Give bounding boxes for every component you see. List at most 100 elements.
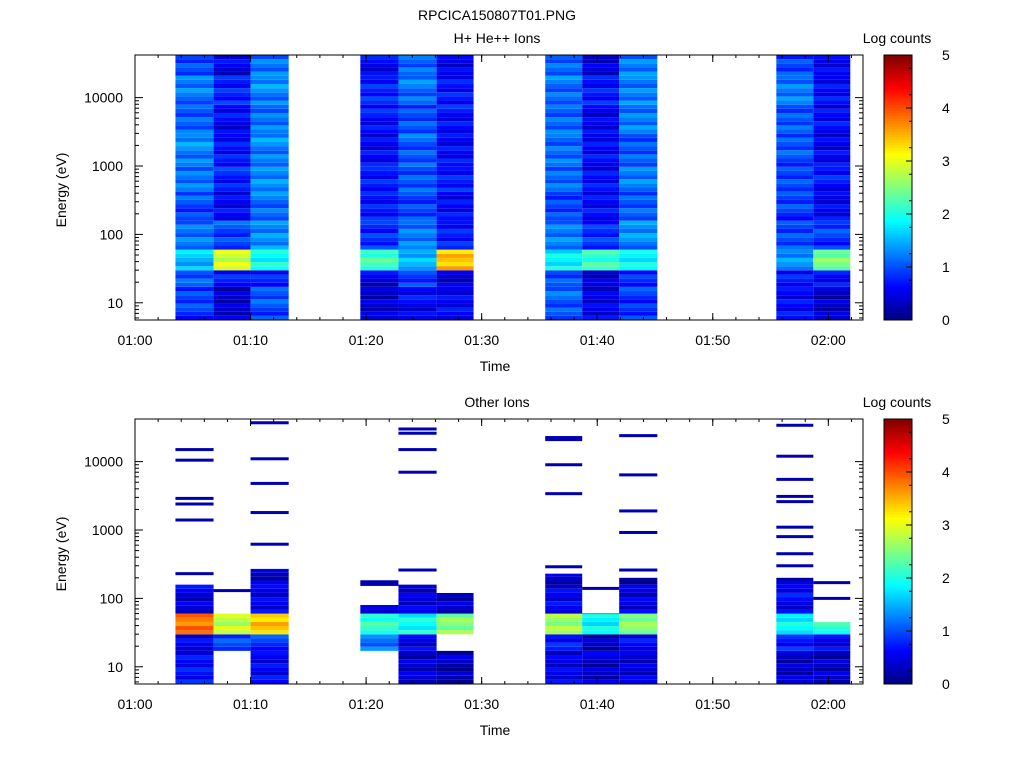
- heatmap-cell: [813, 125, 851, 130]
- heatmap-cell: [360, 266, 399, 271]
- heatmap-cell: [776, 175, 814, 180]
- heatmap-cell: [175, 195, 214, 200]
- colorbar-segment: [884, 243, 912, 247]
- colorbar-segment: [884, 570, 912, 574]
- colorbar-segment: [884, 285, 912, 289]
- heatmap-cell: [436, 146, 474, 151]
- heatmap-cell: [250, 199, 289, 205]
- heatmap-cell: [582, 137, 620, 142]
- heatmap-cell: [360, 59, 399, 64]
- colorbar-segment: [884, 562, 912, 566]
- heatmap-cell: [582, 88, 620, 93]
- heatmap-cell: [545, 71, 583, 76]
- heatmap-cell: [582, 162, 620, 167]
- heatmap-cell: [582, 100, 620, 105]
- colorbar-segment: [884, 86, 912, 90]
- heatmap-cell: [436, 597, 474, 602]
- colorbar-segment: [884, 461, 912, 465]
- heatmap-cell: [582, 208, 620, 213]
- heatmap-cell: [360, 613, 399, 618]
- heatmap-cell: [436, 83, 474, 89]
- heatmap-cell: [250, 112, 289, 118]
- heatmap-cell: [776, 154, 814, 159]
- heatmap-cell: [360, 253, 399, 258]
- heatmap-cell: [619, 311, 658, 316]
- heatmap-cell: [619, 299, 658, 304]
- heatmap-cell: [360, 108, 399, 113]
- heatmap-cell: [776, 104, 814, 109]
- x-tick-label: 01:30: [464, 696, 499, 712]
- heatmap-cell: [582, 663, 620, 668]
- heatmap-cell: [582, 59, 620, 64]
- data-column: [545, 55, 583, 320]
- colorbar-segment: [884, 282, 912, 286]
- heatmap-cell: [398, 59, 437, 64]
- heatmap-cell: [250, 83, 289, 89]
- heatmap-cell: [776, 621, 814, 627]
- colorbar-segment: [884, 509, 912, 513]
- heatmap-cell: [545, 154, 583, 159]
- colorbar-segment: [884, 559, 912, 563]
- heatmap-cell: [776, 577, 814, 581]
- heatmap-cell: [360, 170, 399, 176]
- heatmap-cell: [360, 195, 399, 200]
- colorbar-segment: [884, 567, 912, 571]
- colorbar-segment: [884, 596, 912, 600]
- heatmap-cell: [250, 71, 289, 76]
- sparse-count-line: [619, 509, 658, 513]
- colorbar-segment: [884, 73, 912, 77]
- heatmap-cell: [545, 573, 583, 577]
- sparse-count-line: [776, 552, 814, 556]
- heatmap-cell: [545, 191, 583, 196]
- heatmap-cell: [213, 141, 251, 147]
- heatmap-cell: [545, 129, 583, 134]
- heatmap-cell: [360, 621, 399, 627]
- colorbar-segment: [884, 485, 912, 489]
- colorbar-segment: [884, 548, 912, 552]
- heatmap-cell: [398, 303, 437, 308]
- heatmap-cell: [360, 83, 399, 89]
- heatmap-cell: [813, 96, 851, 101]
- colorbar-segment: [884, 522, 912, 526]
- colorbar-segment: [884, 456, 912, 460]
- x-tick-label: 01:50: [695, 332, 730, 348]
- heatmap-cell: [813, 158, 851, 163]
- heatmap-cell: [813, 154, 851, 159]
- heatmap-cell: [398, 257, 437, 263]
- heatmap-cell: [619, 274, 658, 279]
- heatmap-cell: [776, 613, 814, 618]
- colorbar-segment: [884, 203, 912, 207]
- heatmap-cell: [360, 141, 399, 147]
- colorbar-segment: [884, 660, 912, 664]
- heatmap-cell: [175, 71, 214, 76]
- heatmap-cell: [175, 175, 214, 180]
- heatmap-cell: [776, 146, 814, 151]
- heatmap-cell: [545, 55, 583, 60]
- heatmap-cell: [776, 270, 814, 275]
- heatmap-cell: [545, 671, 583, 676]
- heatmap-cell: [360, 295, 399, 300]
- heatmap-cell: [813, 100, 851, 105]
- plot-frame: [134, 54, 864, 321]
- heatmap-cell: [436, 121, 474, 126]
- colorbar-segment: [884, 450, 912, 454]
- heatmap-cell: [582, 154, 620, 159]
- heatmap-cell: [250, 175, 289, 180]
- heatmap-cell: [582, 617, 620, 622]
- heatmap-cell: [360, 67, 399, 72]
- heatmap-cell: [776, 55, 814, 60]
- data-column: [175, 448, 214, 684]
- heatmap-cell: [813, 228, 851, 234]
- heatmap-cell: [776, 158, 814, 163]
- heatmap-cell: [813, 75, 851, 80]
- heatmap-cell: [545, 100, 583, 105]
- colorbar-segment: [884, 644, 912, 648]
- heatmap-cell: [213, 108, 251, 113]
- heatmap-cell: [813, 195, 851, 200]
- heatmap-cell: [175, 220, 214, 225]
- colorbar-segment: [884, 495, 912, 499]
- heatmap-cell: [813, 274, 851, 279]
- heatmap-cell: [436, 609, 474, 614]
- heatmap-cell: [545, 199, 583, 205]
- heatmap-cell: [813, 162, 851, 167]
